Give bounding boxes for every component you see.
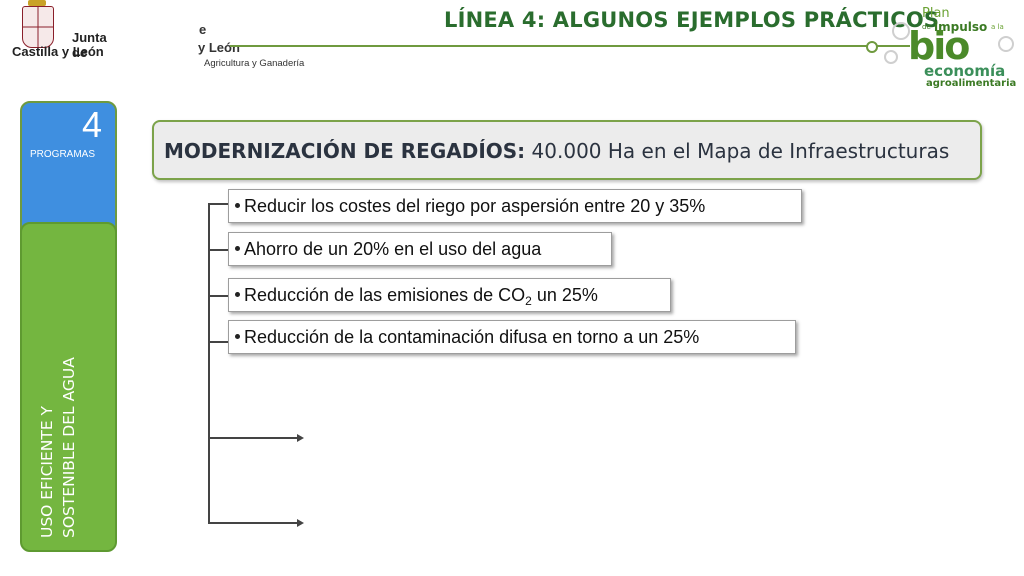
logo-agroalimentaria: agroalimentaria [926, 78, 1017, 89]
heading-bold: MODERNIZACIÓN DE REGADÍOS: [164, 139, 526, 163]
co2-subscript: 2 [525, 294, 532, 308]
section-label-line2: SOSTENIBLE DEL AGUA [60, 357, 78, 538]
connector-line [208, 437, 298, 439]
title-line-circle-icon [866, 41, 878, 53]
benefit-item: Reducción de las emisiones de CO2 un 25% [228, 278, 671, 312]
bullet-icon [235, 291, 240, 297]
bullet-icon [235, 245, 240, 251]
section-label-line1: USO EFICIENTE Y [38, 405, 56, 538]
bullet-icon [235, 333, 240, 339]
org-name-line2: Castilla y León [12, 44, 104, 59]
logo-de: de [922, 23, 931, 31]
dept-line1: y León [198, 40, 240, 55]
benefit-item: Reducción de la contaminación difusa en … [228, 320, 796, 354]
logo-economia: economía [924, 62, 1006, 80]
arrow-right-icon [297, 434, 304, 442]
connector-line [208, 295, 230, 297]
dept-fragment: e [199, 22, 207, 37]
bullet-icon [235, 202, 240, 208]
section-label: USO EFICIENTE Y SOSTENIBLE DEL AGUA [36, 208, 100, 538]
benefit-item: Ahorro de un 20% en el uso del agua [228, 232, 612, 266]
heading-text: MODERNIZACIÓN DE REGADÍOS: 40.000 Ha en … [164, 139, 949, 163]
programs-label: PROGRAMAS [30, 149, 96, 160]
crown-icon [28, 0, 46, 6]
programs-count: 4 [82, 104, 103, 145]
coat-of-arms-icon [22, 6, 54, 48]
decor-ring-icon [998, 36, 1014, 52]
logo-bio: bio [908, 24, 970, 68]
heading-box [152, 120, 982, 180]
connector-line [208, 203, 228, 205]
page-title: LÍNEA 4: ALGUNOS EJEMPLOS PRÁCTICOS [444, 8, 940, 32]
connector-line [208, 249, 230, 251]
connector-line [208, 522, 298, 524]
decor-ring-icon [884, 50, 898, 64]
section-panel [20, 222, 117, 552]
logo-plan: Plan [922, 6, 950, 21]
benefit-item: Reducir los costes del riego por aspersi… [228, 189, 802, 223]
decor-ring-icon [892, 22, 910, 40]
bioeconomy-plan-logo: Plan de impulso a la bio economía agroal… [880, 0, 1024, 96]
arrow-right-icon [297, 519, 304, 527]
dept-line2: Agricultura y Ganadería [204, 58, 305, 69]
org-name-line1: Junta de [72, 30, 107, 60]
tree-trunk-line [208, 203, 210, 523]
logo-impulso: impulso [934, 20, 988, 34]
title-underline [230, 45, 910, 47]
benefit-text: Reducir los costes del riego por aspersi… [244, 196, 706, 216]
benefit-text: Reducción de las emisiones de CO [244, 285, 526, 305]
logo-a-la: a la [991, 23, 1004, 31]
junta-logo: Junta de Castilla y León [8, 0, 118, 60]
heading-rest: 40.000 Ha en el Mapa de Infraestructuras [525, 139, 950, 163]
benefit-text: Reducción de la contaminación difusa en … [244, 327, 700, 347]
benefit-text: Ahorro de un 20% en el uso del agua [244, 239, 542, 259]
benefit-text-suffix: un 25% [531, 285, 598, 305]
connector-line [208, 341, 230, 343]
